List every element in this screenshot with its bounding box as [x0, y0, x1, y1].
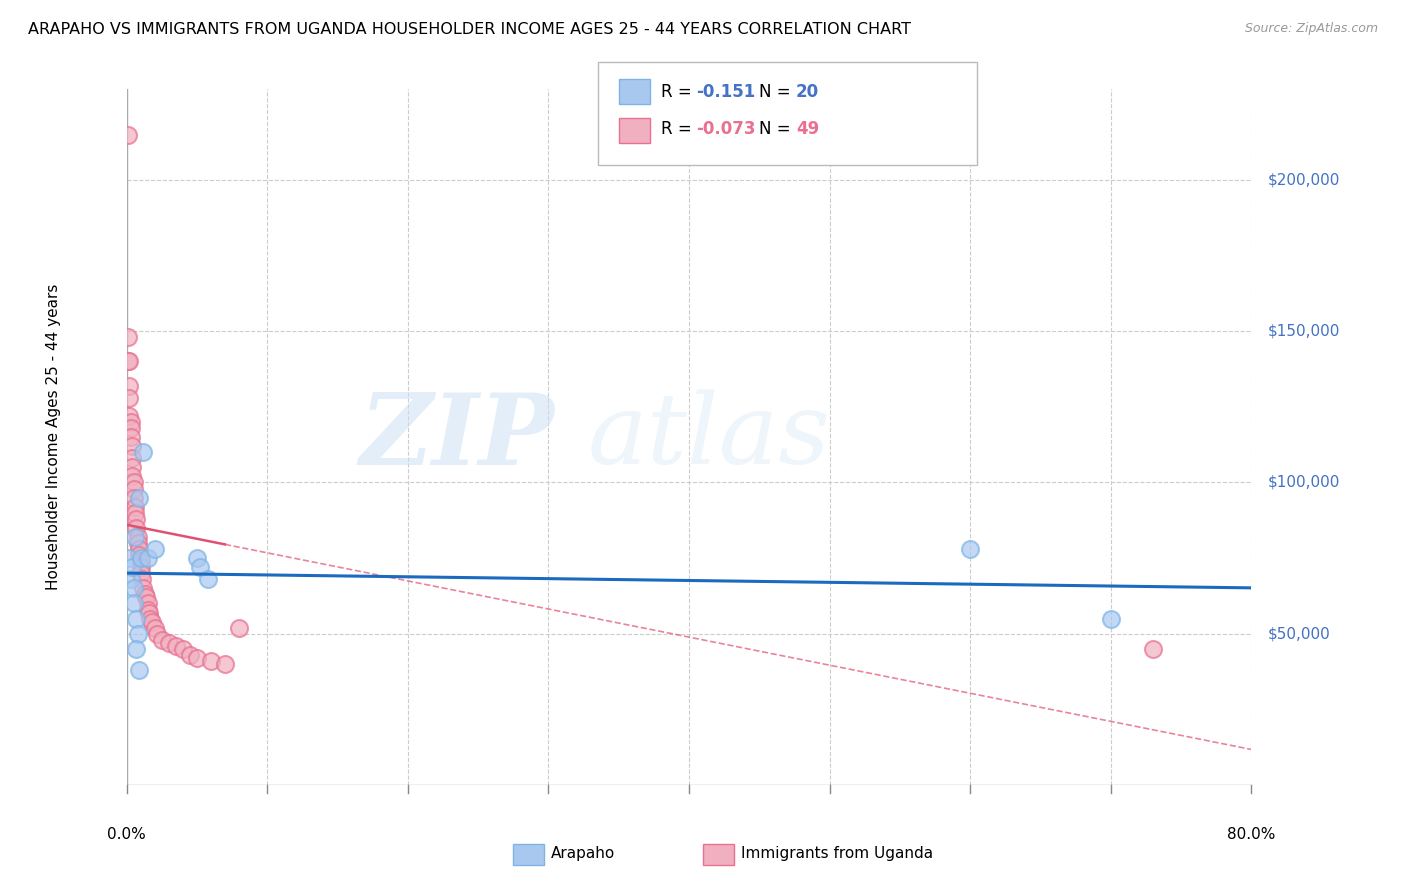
Point — [129, 551, 152, 566]
Point — [132, 445, 155, 459]
Point — [134, 587, 156, 601]
Point — [121, 439, 143, 453]
Text: Source: ZipAtlas.com: Source: ZipAtlas.com — [1244, 22, 1378, 36]
Point — [143, 621, 166, 635]
Point — [165, 639, 187, 653]
Point — [188, 560, 211, 574]
Text: 0.0%: 0.0% — [107, 827, 146, 842]
Point — [120, 572, 142, 586]
Point — [117, 354, 139, 368]
Point — [186, 551, 208, 566]
Text: -0.073: -0.073 — [696, 120, 755, 138]
Text: 49: 49 — [796, 120, 820, 138]
Text: atlas: atlas — [588, 390, 831, 484]
Point — [122, 597, 145, 611]
Point — [228, 621, 250, 635]
Point — [127, 530, 149, 544]
Point — [186, 651, 208, 665]
Point — [129, 554, 152, 568]
Point — [200, 654, 222, 668]
Point — [125, 521, 148, 535]
Point — [122, 491, 145, 505]
Point — [150, 632, 173, 647]
Point — [127, 626, 149, 640]
Point — [125, 641, 148, 656]
Text: Immigrants from Uganda: Immigrants from Uganda — [741, 847, 934, 861]
Point — [128, 541, 150, 556]
Point — [120, 415, 142, 429]
Text: $50,000: $50,000 — [1268, 626, 1331, 641]
Point — [214, 657, 236, 671]
Point — [121, 469, 143, 483]
Point — [179, 648, 201, 662]
Point — [129, 560, 152, 574]
Point — [139, 611, 162, 625]
Point — [128, 663, 150, 677]
Point — [124, 530, 146, 544]
Point — [143, 541, 166, 556]
Point — [120, 430, 142, 444]
Point — [136, 602, 159, 616]
Point — [117, 128, 139, 142]
Text: N =: N = — [759, 120, 796, 138]
Point — [141, 615, 163, 629]
Point — [121, 460, 143, 475]
Point — [118, 391, 141, 405]
Text: ZIP: ZIP — [359, 389, 554, 485]
Point — [118, 354, 141, 368]
Point — [122, 482, 145, 496]
Point — [121, 451, 143, 466]
Text: $150,000: $150,000 — [1268, 324, 1340, 339]
Point — [138, 606, 160, 620]
Point — [131, 572, 153, 586]
Point — [146, 626, 169, 640]
Point — [129, 566, 152, 581]
Point — [128, 491, 150, 505]
Point — [125, 512, 148, 526]
Point — [122, 582, 145, 596]
Text: R =: R = — [661, 120, 697, 138]
Text: R =: R = — [661, 83, 697, 101]
Text: ARAPAHO VS IMMIGRANTS FROM UGANDA HOUSEHOLDER INCOME AGES 25 - 44 YEARS CORRELAT: ARAPAHO VS IMMIGRANTS FROM UGANDA HOUSEH… — [28, 22, 911, 37]
Point — [118, 409, 141, 423]
Point — [124, 506, 146, 520]
Text: N =: N = — [759, 83, 796, 101]
Text: $200,000: $200,000 — [1268, 172, 1340, 187]
Point — [118, 378, 141, 392]
Point — [157, 636, 180, 650]
Point — [128, 548, 150, 562]
Text: 20: 20 — [796, 83, 818, 101]
Point — [172, 641, 194, 656]
Point — [127, 536, 149, 550]
Point — [120, 421, 142, 435]
Point — [122, 475, 145, 490]
Point — [197, 572, 219, 586]
Point — [124, 500, 146, 514]
Text: Householder Income Ages 25 - 44 years: Householder Income Ages 25 - 44 years — [46, 284, 60, 591]
Point — [135, 591, 157, 605]
Point — [132, 582, 155, 596]
Text: 80.0%: 80.0% — [1227, 827, 1275, 842]
Point — [118, 551, 141, 566]
Point — [136, 597, 159, 611]
Point — [136, 551, 159, 566]
Point — [1142, 641, 1164, 656]
Point — [959, 541, 981, 556]
Text: $100,000: $100,000 — [1268, 475, 1340, 490]
Point — [1099, 611, 1122, 625]
Text: -0.151: -0.151 — [696, 83, 755, 101]
Point — [125, 611, 148, 625]
Point — [121, 560, 143, 574]
Point — [117, 330, 139, 344]
Text: Arapaho: Arapaho — [551, 847, 616, 861]
